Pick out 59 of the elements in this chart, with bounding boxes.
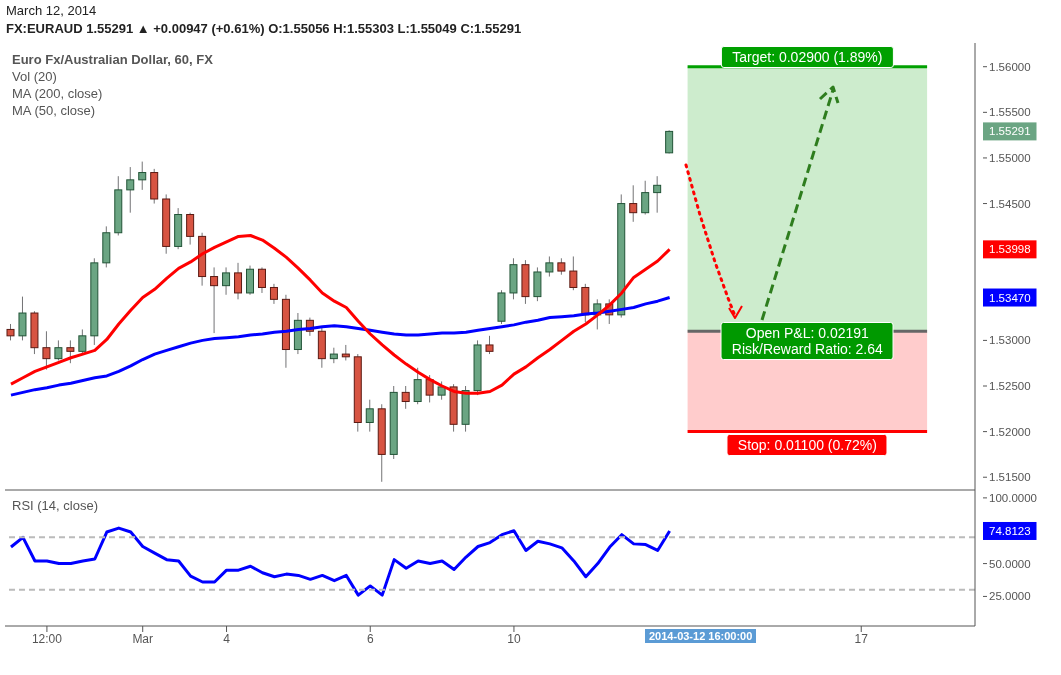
candlestick — [257, 266, 266, 294]
chart-subtitle: FX:EURAUD 1.55291 ▲ +0.00947 (+0.61%) O:1.55056 H:1.55303 L:1.55049 C:1.55291 — [6, 21, 522, 36]
text: 2014-03-12 16:00:00 — [645, 629, 757, 643]
line-series — [9, 526, 672, 597]
candlestick — [629, 184, 638, 223]
candlestick — [210, 266, 219, 334]
line-series — [9, 233, 672, 395]
candlestick — [66, 339, 75, 364]
candlestick — [42, 330, 51, 371]
text: RSI (14, close) — [12, 498, 98, 513]
candlestick — [413, 367, 422, 405]
candlestick — [186, 212, 195, 246]
y-tick-label: 74.8123 — [989, 524, 1031, 537]
x-tick-label: 17 — [854, 631, 869, 646]
line-series — [9, 296, 672, 397]
candlestick — [641, 180, 650, 215]
candlestick — [18, 296, 27, 341]
x-tick-label: 12:00 — [31, 631, 63, 646]
candlestick — [78, 328, 87, 355]
candlestick — [246, 265, 255, 296]
x-tick-label: 4 — [223, 631, 231, 646]
y-tick-label: 1.52500 — [989, 380, 1031, 392]
candlestick — [365, 399, 374, 433]
candlestick — [126, 166, 135, 214]
annotation: Vol (20) — [12, 68, 58, 85]
y-tick-label: 100.0000 — [989, 491, 1037, 504]
annotation: Target: 0.02900 (1.89%) — [732, 48, 883, 65]
candlestick — [545, 255, 554, 278]
candlestick — [569, 255, 578, 291]
y-tick-label: 1.53000 — [989, 334, 1031, 347]
candlestick — [54, 339, 63, 361]
annotation: MA (50, close) — [12, 102, 97, 119]
y-tick-label: 1.53998 — [989, 243, 1031, 256]
x-tick-label: 6 — [366, 631, 374, 646]
x-tick-label: Mar — [132, 631, 154, 646]
x-tick-label: 10 — [507, 631, 521, 646]
annotation: Stop: 0.01100 (0.72%) — [737, 436, 877, 453]
candlestick — [138, 161, 147, 191]
candlestick — [269, 283, 278, 305]
annotation: MA (200, close) — [12, 85, 104, 102]
candlestick — [653, 175, 662, 214]
candlestick — [222, 266, 231, 296]
y-tick-label: 50.0000 — [989, 557, 1031, 570]
y-tick-label: 1.51500 — [989, 471, 1031, 484]
candlestick — [425, 374, 434, 403]
y-tick-label: 1.52000 — [989, 425, 1031, 438]
y-tick-label: 25.0000 — [989, 590, 1031, 603]
y-tick-label: 1.54500 — [989, 197, 1031, 210]
y-tick-label: 1.55291 — [989, 125, 1031, 138]
candlestick — [234, 262, 243, 300]
annotation: Open P&L: 0.02191 Risk/Reward Ratio: 2.64 — [731, 325, 883, 358]
annotation: Euro Fx/Australian Dollar, 60, FX — [12, 51, 213, 68]
y-tick-label: 1.55500 — [989, 106, 1031, 119]
y-tick-label: 1.56000 — [989, 60, 1031, 73]
y-tick-label: 1.53470 — [989, 291, 1031, 304]
candlestick — [401, 385, 410, 410]
chart-title: March 12, 2014 — [6, 3, 97, 18]
candlestick — [485, 335, 494, 355]
y-tick-label: 1.55000 — [989, 151, 1031, 164]
